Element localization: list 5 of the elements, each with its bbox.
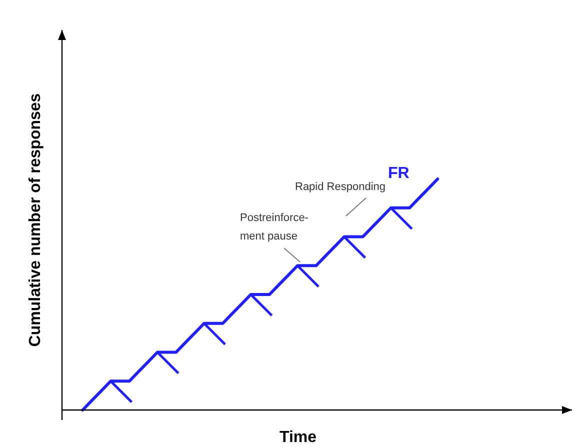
annotation: Postreinforce- ment pause bbox=[240, 212, 309, 243]
y-axis-title: Cumulative number of responses bbox=[27, 93, 44, 347]
annotation: Rapid Responding bbox=[295, 181, 386, 193]
annotation: FR bbox=[388, 165, 410, 182]
x-axis-title: Time bbox=[279, 429, 317, 446]
